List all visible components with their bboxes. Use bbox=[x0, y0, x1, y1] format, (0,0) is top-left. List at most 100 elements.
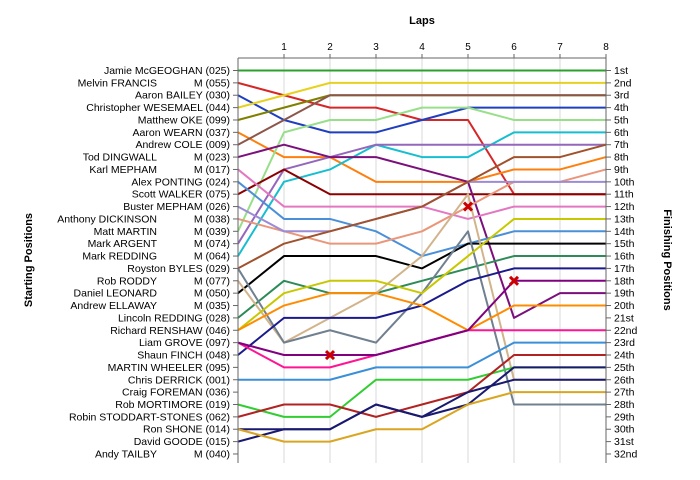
finishing-position-label: 7th bbox=[614, 139, 629, 151]
driver-name: Rob MORTIMORE (019) bbox=[115, 399, 230, 411]
driver-tag: M (064) bbox=[194, 251, 230, 263]
driver-name: Chris DERRICK (001) bbox=[128, 374, 230, 386]
finishing-position-label: 13th bbox=[614, 213, 635, 225]
series-line-32 bbox=[237, 391, 606, 443]
series-line-22 bbox=[237, 217, 606, 332]
finishing-position-label: 11th bbox=[614, 189, 634, 201]
grid bbox=[283, 58, 607, 463]
driver-tag: M (074) bbox=[194, 238, 230, 250]
finishing-position-label: 32nd bbox=[614, 448, 638, 460]
driver-tag: M (035) bbox=[194, 300, 230, 312]
series-line-12 bbox=[237, 143, 606, 319]
starting-position-labels: Jamie McGEOGHAN (025)M (055) Melvin FRANC… bbox=[57, 65, 238, 460]
series-line-9 bbox=[237, 106, 606, 232]
finishing-position-label: 21st bbox=[614, 312, 634, 324]
finishing-position-label: 25th bbox=[614, 362, 635, 374]
driver-name: Alex PONTING (024) bbox=[131, 176, 230, 188]
driver-name: David GOODE (015) bbox=[134, 436, 230, 448]
series-line-10 bbox=[237, 143, 606, 245]
driver-name: Shaun FINCH (048) bbox=[137, 350, 230, 362]
finishing-position-label: 10th bbox=[614, 176, 635, 188]
finishing-position-label: 19th bbox=[614, 288, 635, 300]
x-tick-label: 1 bbox=[281, 42, 287, 53]
driver-tag: M (023) bbox=[194, 152, 230, 164]
driver-tag: M (055) bbox=[194, 77, 230, 89]
series-line-19 bbox=[237, 255, 606, 319]
driver-name: Matthew OKE (099) bbox=[138, 114, 230, 126]
x-tick-label: 7 bbox=[557, 42, 563, 53]
driver-name: Andrew ELLAWAY bbox=[70, 300, 157, 312]
x-tick-label: 4 bbox=[419, 42, 425, 53]
series-line-26 bbox=[237, 279, 606, 357]
x-tick-label: 2 bbox=[327, 42, 333, 53]
series-line-18 bbox=[237, 242, 606, 294]
driver-name: Christopher WESEMAEL (044) bbox=[86, 102, 230, 114]
driver-name: Andy TAILBY bbox=[95, 448, 157, 460]
series-line-27 bbox=[238, 341, 606, 381]
driver-tag: M (077) bbox=[194, 275, 230, 287]
series-line-4 bbox=[237, 81, 606, 109]
series-line-11 bbox=[237, 168, 606, 196]
finishing-position-label: 8th bbox=[614, 152, 629, 164]
finishing-position-label: 14th bbox=[614, 226, 635, 238]
finishing-position-label: 2nd bbox=[614, 77, 632, 89]
finishing-position-label: 9th bbox=[614, 164, 629, 176]
driver-tag: M (040) bbox=[194, 448, 230, 460]
finishing-position-label: 3rd bbox=[614, 90, 629, 102]
finishing-position-label: 30th bbox=[614, 424, 635, 436]
finishing-position-label: 1st bbox=[614, 65, 628, 77]
finishing-position-label: 20th bbox=[614, 300, 635, 312]
x-tick-label: 5 bbox=[465, 42, 471, 53]
driver-name: Melvin FRANCIS bbox=[78, 77, 157, 89]
driver-name: Karl MEPHAM bbox=[89, 164, 157, 176]
driver-name: Matt MARTIN bbox=[94, 226, 157, 238]
driver-name: Buster MEPHAM (026) bbox=[123, 201, 230, 213]
chart-title: Laps bbox=[409, 15, 435, 27]
driver-name: Scott WALKER (075) bbox=[132, 189, 230, 201]
driver-name: Aaron BAILEY (030) bbox=[135, 90, 230, 102]
finishing-position-label: 18th bbox=[614, 275, 635, 287]
finishing-position-label: 28th bbox=[614, 399, 635, 411]
driver-name: Jamie McGEOGHAN (025) bbox=[104, 65, 230, 77]
finishing-position-label: 5th bbox=[614, 114, 629, 126]
finishing-position-label: 23rd bbox=[614, 337, 635, 349]
driver-name: Daniel LEONARD bbox=[74, 288, 158, 300]
x-ticks: 1 2 3 4 5 6 7 8 bbox=[281, 42, 609, 58]
finishing-position-label: 6th bbox=[614, 127, 629, 139]
series-line-31 bbox=[237, 378, 606, 443]
incident-marker bbox=[508, 275, 520, 286]
incident-marker bbox=[462, 201, 474, 212]
incident-markers bbox=[324, 201, 520, 361]
finishing-position-label: 27th bbox=[614, 387, 635, 399]
finishing-position-label: 29th bbox=[614, 411, 635, 423]
finishing-position-label: 26th bbox=[614, 374, 635, 386]
series-line-29 bbox=[237, 354, 606, 418]
driver-name: Lincoln REDDING (028) bbox=[118, 312, 230, 324]
driver-name: Aaron WEARN (037) bbox=[133, 127, 230, 139]
series-line-24 bbox=[237, 292, 606, 332]
driver-name: Ron SHONE (014) bbox=[143, 424, 230, 436]
finishing-position-label: 31st bbox=[614, 436, 634, 448]
driver-name: Robin STODDART-STONES (062) bbox=[69, 411, 230, 423]
y-axis-label-right: Finishing Positions bbox=[661, 209, 673, 310]
x-tick-label: 3 bbox=[373, 42, 379, 53]
series-line-3 bbox=[237, 94, 606, 134]
finishing-position-label: 17th bbox=[614, 263, 635, 275]
series-line-7 bbox=[237, 94, 606, 146]
driver-name: Mark ARGENT bbox=[88, 238, 158, 250]
driver-tag: M (050) bbox=[194, 288, 230, 300]
finishing-position-label: 24th bbox=[614, 350, 635, 362]
y-axis-label-left: Starting Positions bbox=[23, 213, 35, 307]
x-tick-label: 8 bbox=[603, 42, 609, 53]
driver-name: Liam GROVE (097) bbox=[139, 337, 230, 349]
driver-name: Craig FOREMAN (036) bbox=[122, 387, 230, 399]
driver-name: Anthony DICKINSON bbox=[57, 213, 157, 225]
driver-name: Rob RODDY bbox=[97, 275, 157, 287]
driver-tag: M (038) bbox=[194, 213, 230, 225]
finishing-position-label: 16th bbox=[614, 251, 635, 263]
x-tick-label: 6 bbox=[511, 42, 517, 53]
driver-name: MARTIN WHEELER (095) bbox=[108, 362, 230, 374]
driver-name: Tod DINGWALL bbox=[83, 152, 157, 164]
driver-tag: M (017) bbox=[194, 164, 230, 176]
